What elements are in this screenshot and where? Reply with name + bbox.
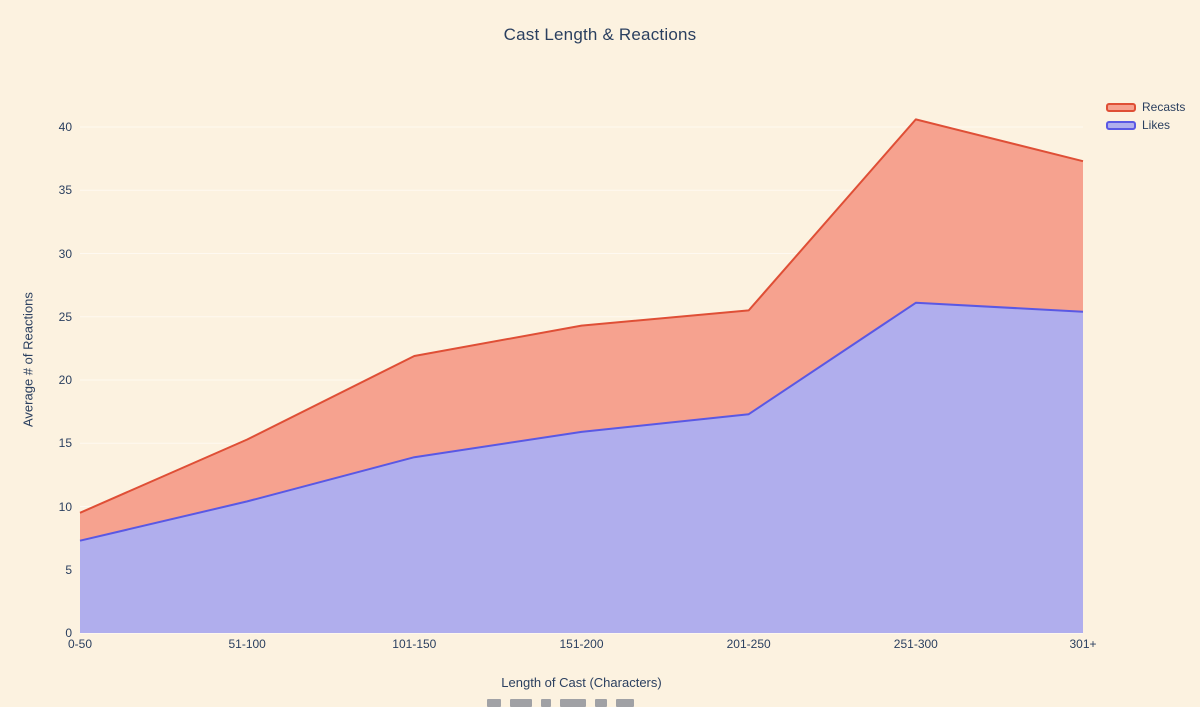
line-recasts (79, 118, 1084, 514)
y-tick-label-15: 15 (58, 436, 72, 451)
legend-swatch-likes (1106, 120, 1136, 130)
plot-area[interactable] (79, 86, 1084, 634)
legend-label-recasts: Recasts (1142, 100, 1186, 114)
y-tick-label-35: 35 (58, 183, 72, 198)
x-tick-label-201-250: 201-250 (726, 637, 771, 651)
y-tick-label-30: 30 (58, 246, 72, 261)
x-tick-label-0-50: 0-50 (67, 637, 93, 651)
legend-item-recasts[interactable]: Recasts (1106, 100, 1185, 114)
x-tick-label-251-300: 251-300 (893, 637, 938, 651)
x-axis-title: Length of Cast (Characters) (501, 675, 662, 690)
line-likes (79, 301, 1084, 542)
y-tick-label-40: 40 (58, 120, 72, 134)
y-tick-label-10: 10 (58, 499, 72, 514)
legend-item-likes[interactable]: Likes (1106, 118, 1185, 132)
y-axis-title: Average # of Reactions (20, 292, 36, 427)
y-tick-label-0: 0 (65, 626, 72, 640)
chart-title: Cast Length & Reactions (503, 25, 697, 44)
x-tick-label-301+: 301+ (1069, 637, 1097, 651)
y-tick-label-20: 20 (58, 373, 72, 387)
x-tick-label-101-150: 101-150 (392, 637, 437, 651)
y-tick-label-5: 5 (65, 562, 72, 577)
x-tick-label-151-200: 151-200 (559, 637, 604, 651)
legend: Recasts Likes (1106, 100, 1185, 132)
legend-label-likes: Likes (1142, 118, 1171, 132)
area-likes[interactable] (80, 302, 1083, 633)
clipped-bottom-artifact (487, 699, 634, 707)
y-tick-label-25: 25 (58, 309, 72, 324)
legend-swatch-recasts (1106, 102, 1136, 112)
x-tick-label-51-100: 51-100 (228, 637, 266, 651)
